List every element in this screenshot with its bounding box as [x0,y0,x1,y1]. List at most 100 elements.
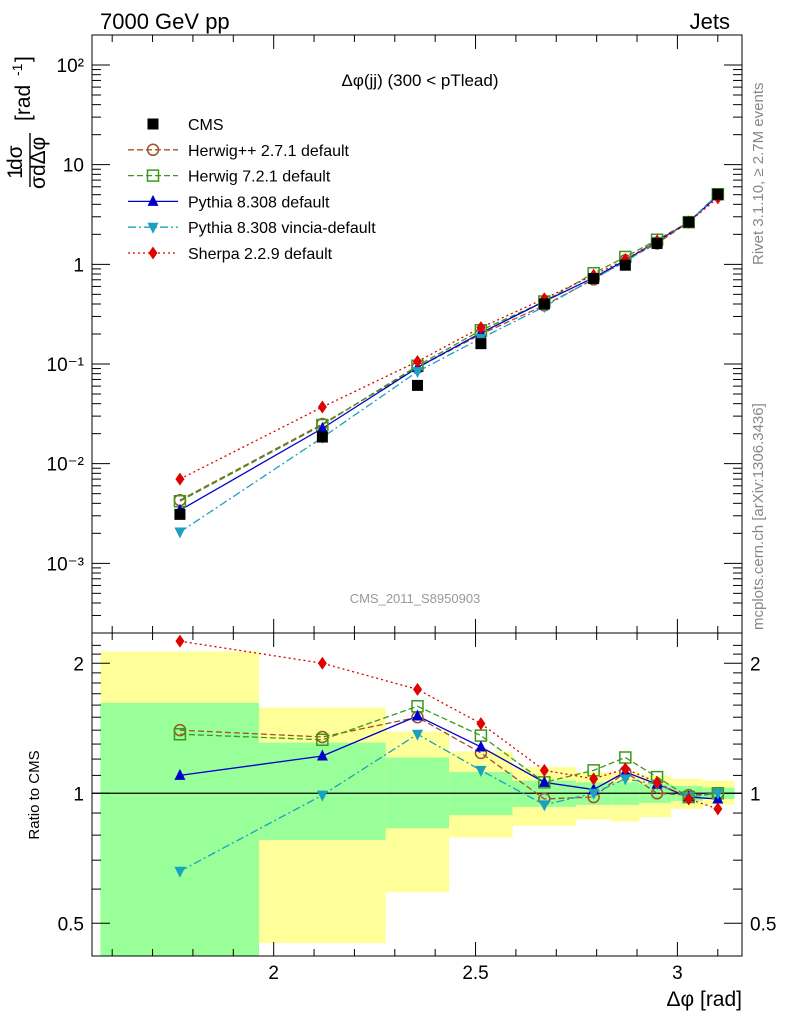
uncertainty-bands [92,651,742,956]
ratio-point-herwig-7-2-1-default [619,751,632,764]
ratio-tick-label-right: 1 [750,784,761,805]
y-tick-label: 10⁻¹ [47,355,85,376]
data-point-cms [174,508,186,520]
series-line-pythia-8-308-vincia-default [179,193,719,533]
legend-label-pythia-8-308-default: Pythia 8.308 default [188,194,330,211]
ratio-point-sherpa-2-2-9-default [539,763,549,777]
y-tick-label: 10 [63,156,84,177]
ratio-line-pythia-8-308-vincia-default [179,733,718,872]
ratio-line-herwig-2-7-1-default [179,716,718,800]
legend-marker-herwig-2-7-1-default [146,143,160,157]
svg-text:1: 1 [4,167,27,179]
series-line-herwig-2-7-1-default [179,193,719,501]
data-point-pythia-8-308-vincia-default [174,527,186,539]
ratio-tick-label-right: 2 [750,654,761,675]
data-point-cms [712,188,724,200]
ratio-point-pythia-8-308-default [538,775,550,787]
legend: CMS Herwig++ 2.7.1 default Herwig 7.2.1 de… [128,117,376,263]
ratio-line-pythia-8-308-default [179,715,718,800]
data-point-sherpa-2-2-9-default [476,321,486,335]
x-tick-label: 3 [672,963,683,984]
ratio-point-pythia-8-308-vincia-default [619,774,631,786]
ratio-point-sherpa-2-2-9-default [684,792,694,806]
svg-text:-1: -1 [9,63,25,76]
data-point-cms [588,273,600,285]
rivet-label: Rivet 3.1.10, ≥ 2.7M events [750,83,767,266]
data-point-cms [683,216,695,228]
legend-label-cms: CMS [188,117,224,134]
watermark: CMS_2011_S8950903 [350,591,481,606]
y-tick-label: 1 [73,255,84,276]
legend-marker-cms [147,118,159,130]
ratio-tick-label-right: 0.5 [750,914,776,935]
legend-label-pythia-8-308-vincia-default: Pythia 8.308 vincia-default [188,220,376,237]
ratio-tick-label: 0.5 [58,914,84,935]
legend-marker-pythia-8-308-vincia-default [147,222,159,234]
svg-text:σdΔφ: σdΔφ [27,137,50,189]
ratio-point-sherpa-2-2-9-default [713,802,723,816]
data-point-cms [651,237,663,249]
ratio-point-herwig-7-2-1-default [173,727,187,741]
ratio-point-pythia-8-308-vincia-default [588,788,600,800]
ratio-point-pythia-8-308-vincia-default [411,729,423,741]
source-label: mcplots.cern.ch [arXiv:1306.3436] [750,403,767,630]
ratio-point-pythia-8-308-vincia-default [538,800,550,812]
data-point-sherpa-2-2-9-default [317,400,327,414]
svg-text:]: ] [12,56,35,62]
legend-marker-herwig-7-2-1-default [146,169,160,182]
x-tick-label: 2 [268,963,279,984]
band-inner [100,702,259,956]
svg-text:[rad: [rad [12,85,35,121]
y-tick-label: 10⁻³ [47,554,85,575]
ratio-point-pythia-8-308-default [411,709,423,721]
ratio-point-sherpa-2-2-9-default [652,775,662,789]
x-tick-label: 2.5 [462,963,488,984]
x-axis-label: Δφ [rad] [667,988,743,1011]
ratio-point-pythia-8-308-default [174,768,186,780]
ratio-point-herwig-7-2-1-default [474,729,488,742]
ratio-point-pythia-8-308-default [475,740,487,752]
data-point-cms [475,338,487,350]
y-tick-label: 10⁻² [47,455,85,476]
ratio-point-sherpa-2-2-9-default [476,717,486,731]
data-point-pythia-8-308-default [316,421,328,433]
ratio-point-sherpa-2-2-9-default [175,634,185,648]
ratio-point-sherpa-2-2-9-default [412,682,422,696]
data-point-cms [411,379,423,391]
header-process-label: Jets [690,9,730,34]
ratio-point-herwig-7-2-1-default [316,733,329,747]
ratio-point-pythia-8-308-vincia-default [712,788,724,800]
data-point-pythia-8-308-vincia-default [411,367,423,379]
ratio-tick-label: 2 [73,654,84,675]
legend-label-sherpa-2-2-9-default: Sherpa 2.2.9 default [188,246,333,263]
ratio-point-pythia-8-308-vincia-default [316,790,328,802]
data-point-cms [316,431,328,443]
ratio-point-sherpa-2-2-9-default [317,656,327,670]
series-line-pythia-8-308-default [179,195,719,511]
data-point-sherpa-2-2-9-default [175,472,185,486]
legend-marker-sherpa-2-2-9-default [148,246,158,260]
y-axis-label: 1 dσ σdΔφ [rad -1 ] [4,56,50,189]
y-tick-label: 10² [57,56,84,77]
ratio-point-sherpa-2-2-9-default [620,762,630,776]
ratio-line-herwig-7-2-1-default [179,705,718,798]
legend-label-herwig-2-7-1-default: Herwig++ 2.7.1 default [188,143,350,160]
series-line-sherpa-2-2-9-default [179,197,719,480]
legend-marker-pythia-8-308-default [147,194,159,206]
ratio-point-pythia-8-308-vincia-default [174,866,186,878]
legend-label-herwig-7-2-1-default: Herwig 7.2.1 default [188,169,331,186]
plot-title: Δφ(jj) (300 < pTlead) [341,71,498,90]
ratio-point-sherpa-2-2-9-default [589,772,599,786]
ratio-point-pythia-8-308-default [316,749,328,761]
data-point-cms [538,298,550,310]
data-point-cms [619,259,631,271]
ratio-axis-label: Ratio to CMS [26,750,43,839]
svg-text:dσ: dσ [4,145,27,170]
ratio-point-pythia-8-308-vincia-default [475,765,487,777]
series-line-herwig-7-2-1-default [179,193,719,502]
ratio-tick-label: 1 [73,784,84,805]
header-beam-label: 7000 GeV pp [100,9,230,34]
ratio-plot-frame [91,632,743,957]
data-point-sherpa-2-2-9-default [412,354,422,368]
